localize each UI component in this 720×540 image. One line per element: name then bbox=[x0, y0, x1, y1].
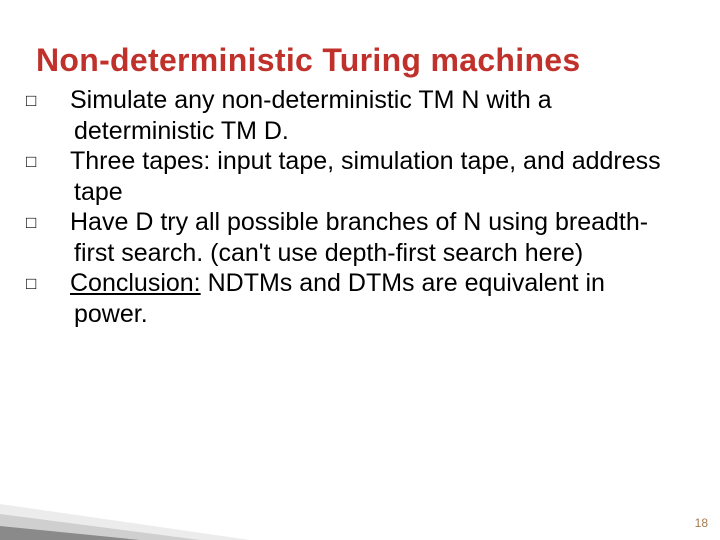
decor-triangle-dark bbox=[0, 526, 140, 540]
slide-body: □Simulate any non-deterministic TM N wit… bbox=[50, 85, 680, 329]
bullet-item: □Have D try all possible branches of N u… bbox=[50, 207, 680, 268]
decor-triangle-light bbox=[0, 504, 250, 540]
decor-triangle-mid bbox=[0, 514, 200, 540]
bullet-rest: D try all possible branches of N using b… bbox=[74, 208, 648, 267]
bullet-glyph: □ bbox=[50, 213, 70, 234]
bullet-item: □Simulate any non-deterministic TM N wit… bbox=[50, 85, 680, 146]
corner-decoration bbox=[0, 504, 260, 540]
bullet-lead: Have bbox=[70, 208, 128, 236]
bullet-item: □Three tapes: input tape, simulation tap… bbox=[50, 146, 680, 207]
bullet-glyph: □ bbox=[50, 91, 70, 112]
bullet-glyph: □ bbox=[50, 274, 70, 295]
bullet-lead: Conclusion: bbox=[70, 269, 201, 297]
slide-title: Non-deterministic Turing machines bbox=[36, 43, 690, 78]
bullet-glyph: □ bbox=[50, 152, 70, 173]
bullet-item: □Conclusion: NDTMs and DTMs are equivale… bbox=[50, 268, 680, 329]
slide: Non-deterministic Turing machines □Simul… bbox=[0, 0, 720, 540]
bullet-rest: tapes: input tape, simulation tape, and … bbox=[74, 147, 661, 206]
bullet-lead: Three bbox=[70, 147, 135, 175]
page-number: 18 bbox=[695, 516, 708, 530]
bullet-lead: Simulate bbox=[70, 86, 167, 114]
